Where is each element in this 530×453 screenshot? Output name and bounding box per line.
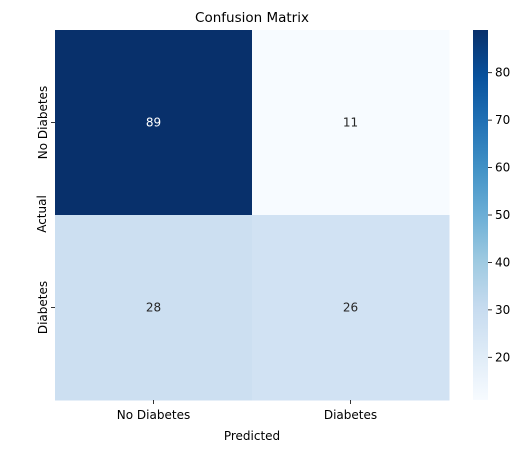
cell-value-label: 11 [343,116,358,130]
colorbar-tick-label: 80 [495,66,510,80]
heatmap-cell [252,215,450,401]
colorbar [473,30,488,400]
x-tick-label: Diabetes [324,408,377,422]
cell-value-label: 28 [146,301,161,315]
x-tick-label: No Diabetes [117,408,190,422]
y-axis-ticks: No Diabetes Diabetes [36,86,55,334]
x-axis-label: Predicted [224,429,280,443]
colorbar-tick-label: 70 [495,113,510,127]
cell-value-label: 89 [146,116,161,130]
x-axis-ticks: No Diabetes Diabetes [117,400,377,422]
y-tick-label: No Diabetes [36,86,50,159]
y-axis-label: Actual [35,195,49,233]
y-tick-label: Diabetes [36,281,50,334]
heatmap-cells: 89 11 28 26 [55,30,450,401]
heatmap-cell [55,215,253,401]
chart-title: Confusion Matrix [195,10,309,26]
heatmap-cell [252,30,450,216]
colorbar-tick-label: 30 [495,303,510,317]
heatmap-cell [55,30,253,216]
colorbar-tick-label: 20 [495,350,510,364]
colorbar-tick-label: 60 [495,161,510,175]
colorbar-ticks: 20 30 40 50 60 70 80 [488,66,510,364]
colorbar-tick-label: 40 [495,255,510,269]
colorbar-tick-label: 50 [495,208,510,222]
cell-value-label: 26 [343,301,358,315]
